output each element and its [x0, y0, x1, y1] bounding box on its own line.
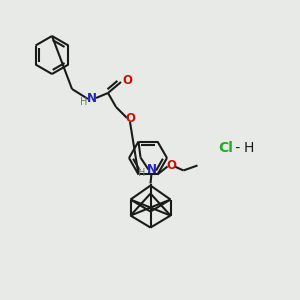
- Text: O: O: [167, 159, 176, 172]
- Text: N: N: [146, 163, 157, 176]
- Text: H: H: [80, 97, 88, 107]
- Text: O: O: [122, 74, 132, 88]
- Text: -: -: [231, 141, 245, 155]
- Text: H: H: [244, 141, 254, 155]
- Text: Cl: Cl: [219, 141, 233, 155]
- Text: H: H: [138, 167, 145, 178]
- Text: O: O: [125, 112, 135, 124]
- Text: N: N: [87, 92, 97, 106]
